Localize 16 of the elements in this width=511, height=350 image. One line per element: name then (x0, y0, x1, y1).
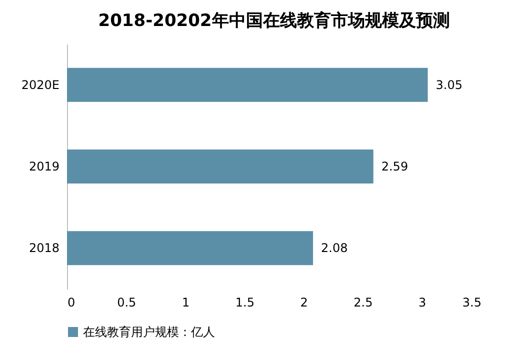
x-tick-label: 2 (300, 296, 308, 310)
y-tick-label: 2018 (28, 241, 60, 256)
x-tick-label: 3 (418, 296, 426, 310)
x-tick-label: 3.5 (462, 296, 482, 310)
x-tick-label: 1.5 (235, 296, 254, 310)
data-label: 3.05 (436, 78, 462, 92)
x-tick-label: 0 (68, 296, 76, 310)
data-label: 2.59 (381, 160, 408, 174)
y-tick-label: 2020E (21, 78, 60, 92)
x-tick-label: 2.5 (354, 296, 373, 310)
y-tick-label: 2019 (28, 160, 60, 174)
chart-title: 2018-20202年中国在线教育市场规模及预测 (98, 10, 450, 31)
legend-label: 在线教育用户规模：亿人 (83, 325, 215, 339)
x-tick-label: 0.5 (117, 296, 136, 310)
x-tick-label: 1 (182, 296, 190, 310)
data-label: 2.08 (321, 241, 348, 256)
